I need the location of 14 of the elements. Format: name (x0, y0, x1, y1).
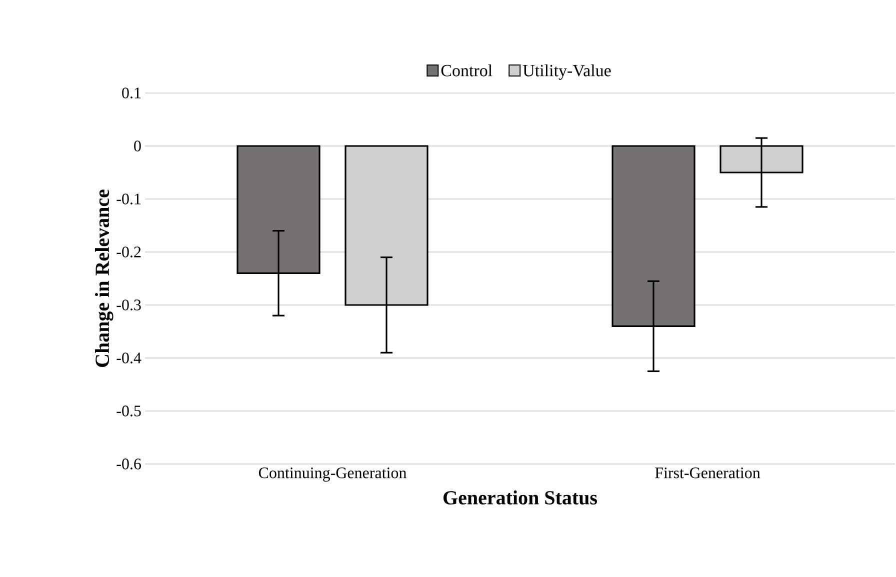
legend-label: Utility-Value (522, 64, 611, 80)
x-tick-label: Continuing-Generation (258, 468, 406, 482)
y-tick-label: 0 (134, 140, 141, 152)
y-axis-title: Change in Relevance (94, 190, 114, 367)
x-axis-title: Generation Status (443, 490, 597, 505)
x-tick-label: First-Generation (655, 468, 760, 478)
y-tick-label: -0.6 (116, 458, 141, 470)
y-tick-label: -0.4 (116, 352, 142, 364)
y-tick-label: -0.5 (116, 406, 141, 416)
y-tick-label: 0.1 (122, 88, 141, 98)
legend-label: Control (441, 64, 492, 76)
y-tick-label: -0.2 (116, 246, 141, 258)
y-tick-label: -0.3 (116, 300, 141, 310)
y-tick-label: -0.1 (116, 194, 141, 204)
